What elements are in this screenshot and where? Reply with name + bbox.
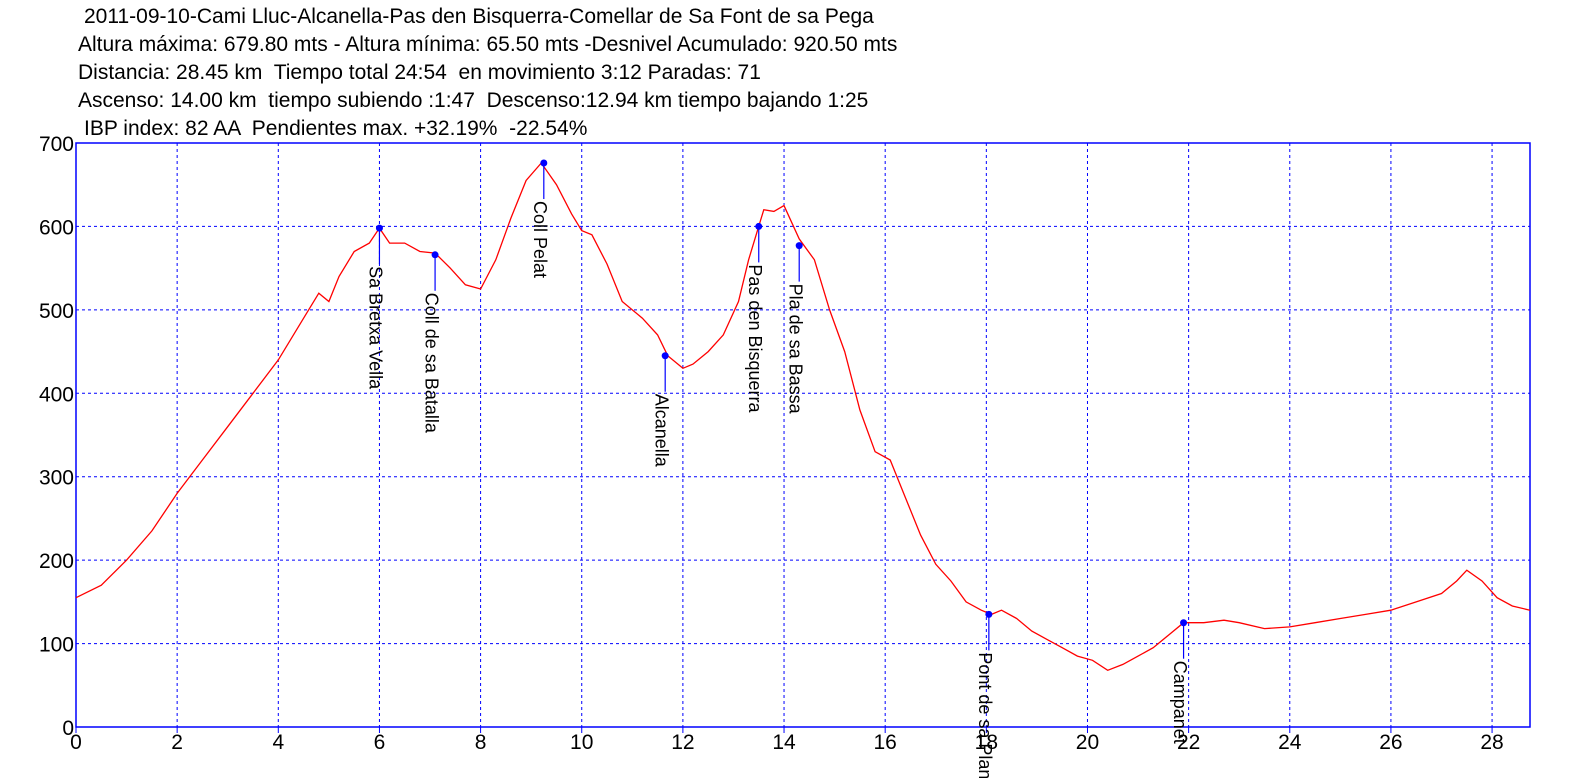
waypoint-dot — [431, 251, 439, 259]
x-tick-label: 16 — [874, 731, 897, 754]
ascent-summary: Ascenso: 14.00 km tiempo subiendo :1:47 … — [78, 89, 869, 112]
waypoint: Pont de sa Plana — [975, 610, 995, 778]
x-tick-label: 22 — [1177, 731, 1200, 754]
waypoint-label: Sa Bretxa Vella — [366, 266, 386, 390]
ibp-summary: IBP index: 82 AA Pendientes max. +32.19%… — [84, 117, 588, 140]
x-tick-label: 28 — [1480, 731, 1503, 754]
y-tick-label: 100 — [39, 634, 74, 657]
x-tick-label: 4 — [272, 731, 284, 754]
x-tick-label: 10 — [570, 731, 593, 754]
waypoint-dot — [1180, 619, 1188, 627]
waypoint-label: Coll Pelat — [530, 201, 550, 278]
axis-ticks: 0 2 4 6 8 10 12 14 16 18 20 22 24 26 28010020030040050… — [39, 133, 1504, 754]
chart-title: 2011-09-10-Cami Lluc-Alcanella-Pas den B… — [84, 5, 874, 28]
waypoint: Alcanella — [651, 352, 671, 468]
waypoint: Pla de sa Bassa — [785, 242, 805, 415]
y-tick-label: 600 — [39, 216, 74, 239]
altitude-summary: Altura máxima: 679.80 mts - Altura mínim… — [78, 33, 898, 56]
y-tick-label: 0 — [62, 717, 74, 740]
waypoint-markers: Sa Bretxa Vella Coll de sa Batalla Coll Pe… — [366, 159, 1190, 778]
y-tick-label: 200 — [39, 550, 74, 573]
x-tick-label: 20 — [1076, 731, 1099, 754]
x-tick-label: 0 — [70, 731, 82, 754]
waypoint-dot — [661, 352, 669, 360]
waypoint: Coll Pelat — [530, 159, 550, 278]
x-tick-label: 2 — [171, 731, 183, 754]
distance-summary: Distancia: 28.45 km Tiempo total 24:54 e… — [78, 61, 761, 84]
y-tick-label: 500 — [39, 300, 74, 323]
waypoint-label: Coll de sa Batalla — [421, 293, 441, 434]
x-tick-label: 24 — [1278, 731, 1302, 754]
waypoint: Sa Bretxa Vella — [366, 224, 386, 390]
chart-grid — [76, 143, 1530, 727]
waypoint-dot — [540, 159, 548, 167]
waypoint-label: Pont de sa Plana — [975, 652, 995, 778]
waypoint-label: Pas den Bisquerra — [745, 264, 765, 413]
waypoint-dot — [755, 222, 763, 230]
waypoint-dot — [795, 242, 803, 250]
waypoint-label: Campanet — [1170, 661, 1190, 744]
plot-frame — [75, 142, 1531, 728]
x-tick-label: 26 — [1379, 731, 1402, 754]
x-tick-label: 8 — [475, 731, 487, 754]
waypoint-label: Pla de sa Bassa — [785, 284, 805, 415]
x-tick-label: 14 — [772, 731, 796, 754]
x-tick-label: 12 — [671, 731, 694, 754]
y-tick-label: 400 — [39, 383, 74, 406]
y-tick-label: 300 — [39, 467, 74, 490]
waypoint-label: Alcanella — [651, 394, 671, 468]
waypoint-dot — [375, 224, 383, 232]
waypoint: Coll de sa Batalla — [421, 251, 441, 434]
x-tick-label: 18 — [975, 731, 998, 754]
elevation-line — [75, 161, 1531, 672]
waypoint-dot — [985, 610, 993, 618]
x-tick-label: 6 — [374, 731, 386, 754]
y-tick-label: 700 — [39, 133, 74, 156]
waypoint: Pas den Bisquerra — [745, 222, 765, 414]
waypoint: Campanet — [1170, 619, 1190, 744]
